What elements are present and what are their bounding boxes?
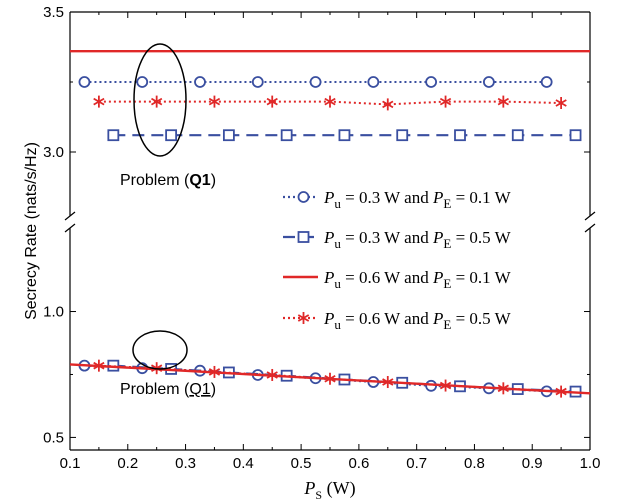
y-axis-label: Secrecy Rate (nats/s/Hz) <box>23 142 40 320</box>
x-tick-label: 0.9 <box>522 455 543 472</box>
series-2-upper-point <box>454 129 466 142</box>
axis-break-mark <box>64 211 76 221</box>
y-tick-label: 1.0 <box>43 304 64 321</box>
series-1-upper-point <box>251 76 264 88</box>
series-4-lower-point <box>266 368 278 381</box>
series-4-upper-point <box>151 95 163 108</box>
series-1-upper-point <box>78 76 91 88</box>
series-2-upper-point <box>396 129 409 142</box>
legend-entry-3: Pu = 0.6 W and PE = 0.1 W <box>323 268 512 291</box>
series-1-upper-point <box>367 76 380 88</box>
series-4-lower-point <box>497 382 509 395</box>
legend-marker-4 <box>297 312 310 324</box>
annotation-ellipse-upper <box>133 43 187 157</box>
series-1-upper-point <box>309 76 322 88</box>
series-2-upper-point <box>569 129 582 142</box>
x-axis-label: PS (W) <box>303 478 355 502</box>
x-tick-label: 0.2 <box>117 455 138 472</box>
legend-entry-4: Pu = 0.6 W and PE = 0.5 W <box>323 309 512 332</box>
axis-break-mark <box>64 223 76 233</box>
series-4-lower-point <box>324 372 336 385</box>
series-4-upper-point <box>382 98 394 111</box>
legend-entry-1: Pu = 0.3 W and PE = 0.1 W <box>323 188 512 211</box>
axis-break-mark <box>584 223 596 233</box>
series-4-lower-point <box>555 385 567 398</box>
legend-entry-2: Pu = 0.3 W and PE = 0.5 W <box>323 228 512 251</box>
legend-marker-2 <box>297 231 310 243</box>
annotation-upper: Problem (Q1) <box>120 172 216 189</box>
series-4-upper-point <box>497 95 509 108</box>
series-1-upper-point <box>425 76 438 88</box>
series-2-upper-point <box>222 129 235 142</box>
y-tick-label: 3.5 <box>43 4 64 21</box>
series-2-upper-point <box>338 129 351 142</box>
legend-marker-1 <box>297 191 310 203</box>
series-4-lower-point <box>439 379 452 392</box>
x-tick-label: 0.8 <box>464 455 485 472</box>
x-tick-label: 0.6 <box>348 455 369 472</box>
x-tick-label: 0.7 <box>406 455 427 472</box>
series-4-upper-point <box>555 97 567 109</box>
series-4-upper-point <box>208 95 221 108</box>
series-4-upper-point <box>266 95 278 108</box>
series-2-upper-point <box>107 129 120 142</box>
x-tick-label: 0.5 <box>291 455 312 472</box>
series-4-upper-point <box>93 95 105 108</box>
series-4-lower-point <box>382 376 394 389</box>
series-4-lower-point <box>208 365 221 378</box>
series-2-upper-point <box>511 129 524 142</box>
y-tick-label: 3.0 <box>43 144 64 161</box>
x-tick-label: 0.4 <box>233 455 254 472</box>
series-1-upper-point <box>194 76 206 88</box>
series-4-lower-point <box>93 359 105 372</box>
series-2-upper-point <box>165 129 178 142</box>
series-4-upper-point <box>324 95 336 108</box>
series-2-upper-point <box>280 129 293 142</box>
x-tick-label: 1.0 <box>580 455 601 472</box>
annotation-lower: Problem (Q1) <box>120 381 216 398</box>
series-1-upper-point <box>540 76 553 88</box>
x-tick-label: 0.3 <box>175 455 196 472</box>
axis-break-mark <box>584 211 596 221</box>
series-1-upper-point <box>136 76 149 88</box>
x-tick-label: 0.1 <box>60 455 81 472</box>
annotation-ellipse-lower <box>132 330 188 370</box>
series-1-upper-point <box>482 76 495 88</box>
series-4-upper-point <box>439 95 452 108</box>
y-tick-label: 0.5 <box>43 429 64 446</box>
